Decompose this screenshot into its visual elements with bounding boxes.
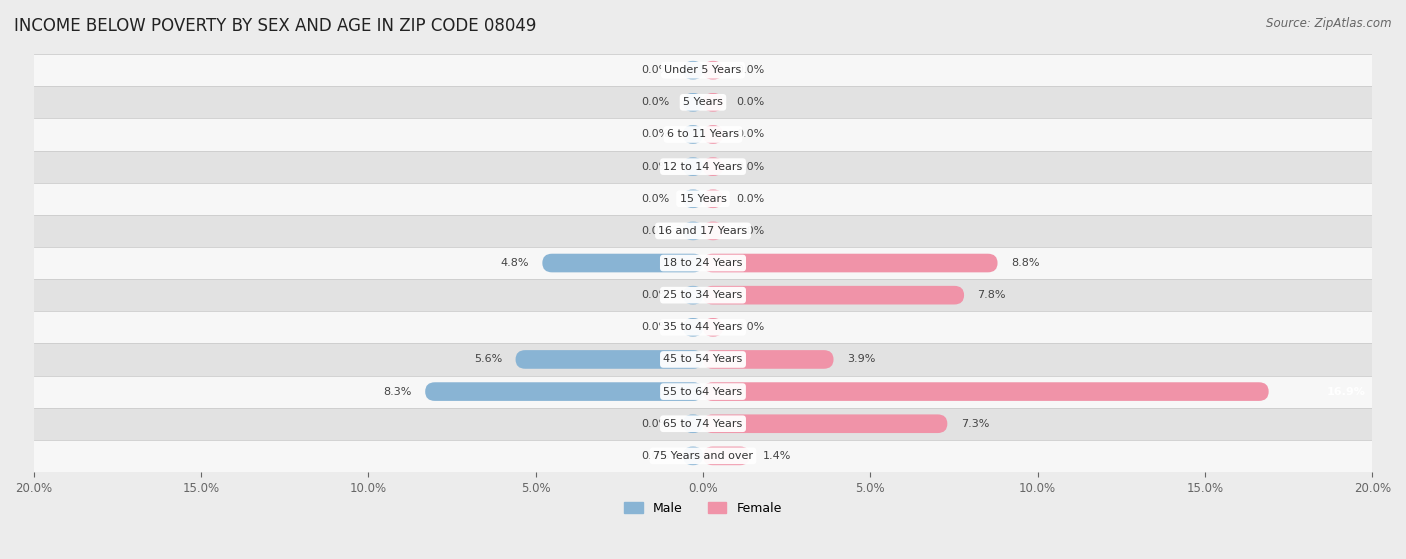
Bar	[34, 279, 1372, 311]
Bar	[34, 440, 1372, 472]
Text: 5 Years: 5 Years	[683, 97, 723, 107]
Text: 0.0%: 0.0%	[641, 323, 669, 332]
FancyBboxPatch shape	[703, 93, 723, 112]
Text: 0.0%: 0.0%	[641, 130, 669, 140]
Text: 0.0%: 0.0%	[641, 419, 669, 429]
Text: 25 to 34 Years: 25 to 34 Years	[664, 290, 742, 300]
Text: 8.3%: 8.3%	[384, 387, 412, 396]
Bar	[34, 376, 1372, 408]
FancyBboxPatch shape	[703, 414, 948, 433]
FancyBboxPatch shape	[683, 125, 703, 144]
FancyBboxPatch shape	[703, 318, 723, 337]
FancyBboxPatch shape	[425, 382, 703, 401]
Text: 0.0%: 0.0%	[737, 97, 765, 107]
Text: 45 to 54 Years: 45 to 54 Years	[664, 354, 742, 364]
Text: 0.0%: 0.0%	[641, 97, 669, 107]
FancyBboxPatch shape	[683, 318, 703, 337]
Text: 18 to 24 Years: 18 to 24 Years	[664, 258, 742, 268]
FancyBboxPatch shape	[703, 157, 723, 176]
Text: 16.9%: 16.9%	[1327, 387, 1365, 396]
Bar	[34, 408, 1372, 440]
Text: 8.8%: 8.8%	[1011, 258, 1039, 268]
Bar	[34, 119, 1372, 150]
Text: 7.3%: 7.3%	[960, 419, 988, 429]
FancyBboxPatch shape	[703, 382, 1268, 401]
Text: INCOME BELOW POVERTY BY SEX AND AGE IN ZIP CODE 08049: INCOME BELOW POVERTY BY SEX AND AGE IN Z…	[14, 17, 537, 35]
Bar	[34, 86, 1372, 119]
Text: 0.0%: 0.0%	[737, 65, 765, 75]
Text: 0.0%: 0.0%	[641, 162, 669, 172]
FancyBboxPatch shape	[703, 221, 723, 240]
FancyBboxPatch shape	[516, 350, 703, 369]
Text: 0.0%: 0.0%	[641, 451, 669, 461]
FancyBboxPatch shape	[683, 286, 703, 305]
Text: 5.6%: 5.6%	[474, 354, 502, 364]
FancyBboxPatch shape	[683, 157, 703, 176]
Bar	[34, 150, 1372, 183]
Text: 0.0%: 0.0%	[737, 323, 765, 332]
FancyBboxPatch shape	[703, 447, 749, 465]
Bar	[34, 247, 1372, 279]
Text: 0.0%: 0.0%	[737, 226, 765, 236]
FancyBboxPatch shape	[703, 190, 723, 208]
Bar	[34, 183, 1372, 215]
Text: 0.0%: 0.0%	[737, 130, 765, 140]
Text: 12 to 14 Years: 12 to 14 Years	[664, 162, 742, 172]
Text: 35 to 44 Years: 35 to 44 Years	[664, 323, 742, 332]
Bar	[34, 54, 1372, 86]
Text: 55 to 64 Years: 55 to 64 Years	[664, 387, 742, 396]
Text: 65 to 74 Years: 65 to 74 Years	[664, 419, 742, 429]
Text: 75 Years and over: 75 Years and over	[652, 451, 754, 461]
FancyBboxPatch shape	[703, 350, 834, 369]
Text: 0.0%: 0.0%	[641, 226, 669, 236]
FancyBboxPatch shape	[683, 221, 703, 240]
Text: 0.0%: 0.0%	[641, 65, 669, 75]
Text: Source: ZipAtlas.com: Source: ZipAtlas.com	[1267, 17, 1392, 30]
Text: 0.0%: 0.0%	[737, 194, 765, 203]
FancyBboxPatch shape	[683, 447, 703, 465]
Text: 4.8%: 4.8%	[501, 258, 529, 268]
FancyBboxPatch shape	[683, 61, 703, 79]
Legend: Male, Female: Male, Female	[619, 497, 787, 520]
Text: 6 to 11 Years: 6 to 11 Years	[666, 130, 740, 140]
Text: Under 5 Years: Under 5 Years	[665, 65, 741, 75]
FancyBboxPatch shape	[683, 414, 703, 433]
FancyBboxPatch shape	[703, 286, 965, 305]
FancyBboxPatch shape	[703, 254, 997, 272]
FancyBboxPatch shape	[683, 190, 703, 208]
Bar	[34, 311, 1372, 343]
Text: 0.0%: 0.0%	[641, 194, 669, 203]
FancyBboxPatch shape	[703, 61, 723, 79]
FancyBboxPatch shape	[683, 93, 703, 112]
Text: 7.8%: 7.8%	[977, 290, 1005, 300]
Bar	[34, 215, 1372, 247]
FancyBboxPatch shape	[703, 125, 723, 144]
Text: 1.4%: 1.4%	[763, 451, 792, 461]
Text: 16 and 17 Years: 16 and 17 Years	[658, 226, 748, 236]
Text: 0.0%: 0.0%	[737, 162, 765, 172]
FancyBboxPatch shape	[543, 254, 703, 272]
Bar	[34, 343, 1372, 376]
Text: 3.9%: 3.9%	[846, 354, 876, 364]
Text: 0.0%: 0.0%	[641, 290, 669, 300]
Text: 15 Years: 15 Years	[679, 194, 727, 203]
